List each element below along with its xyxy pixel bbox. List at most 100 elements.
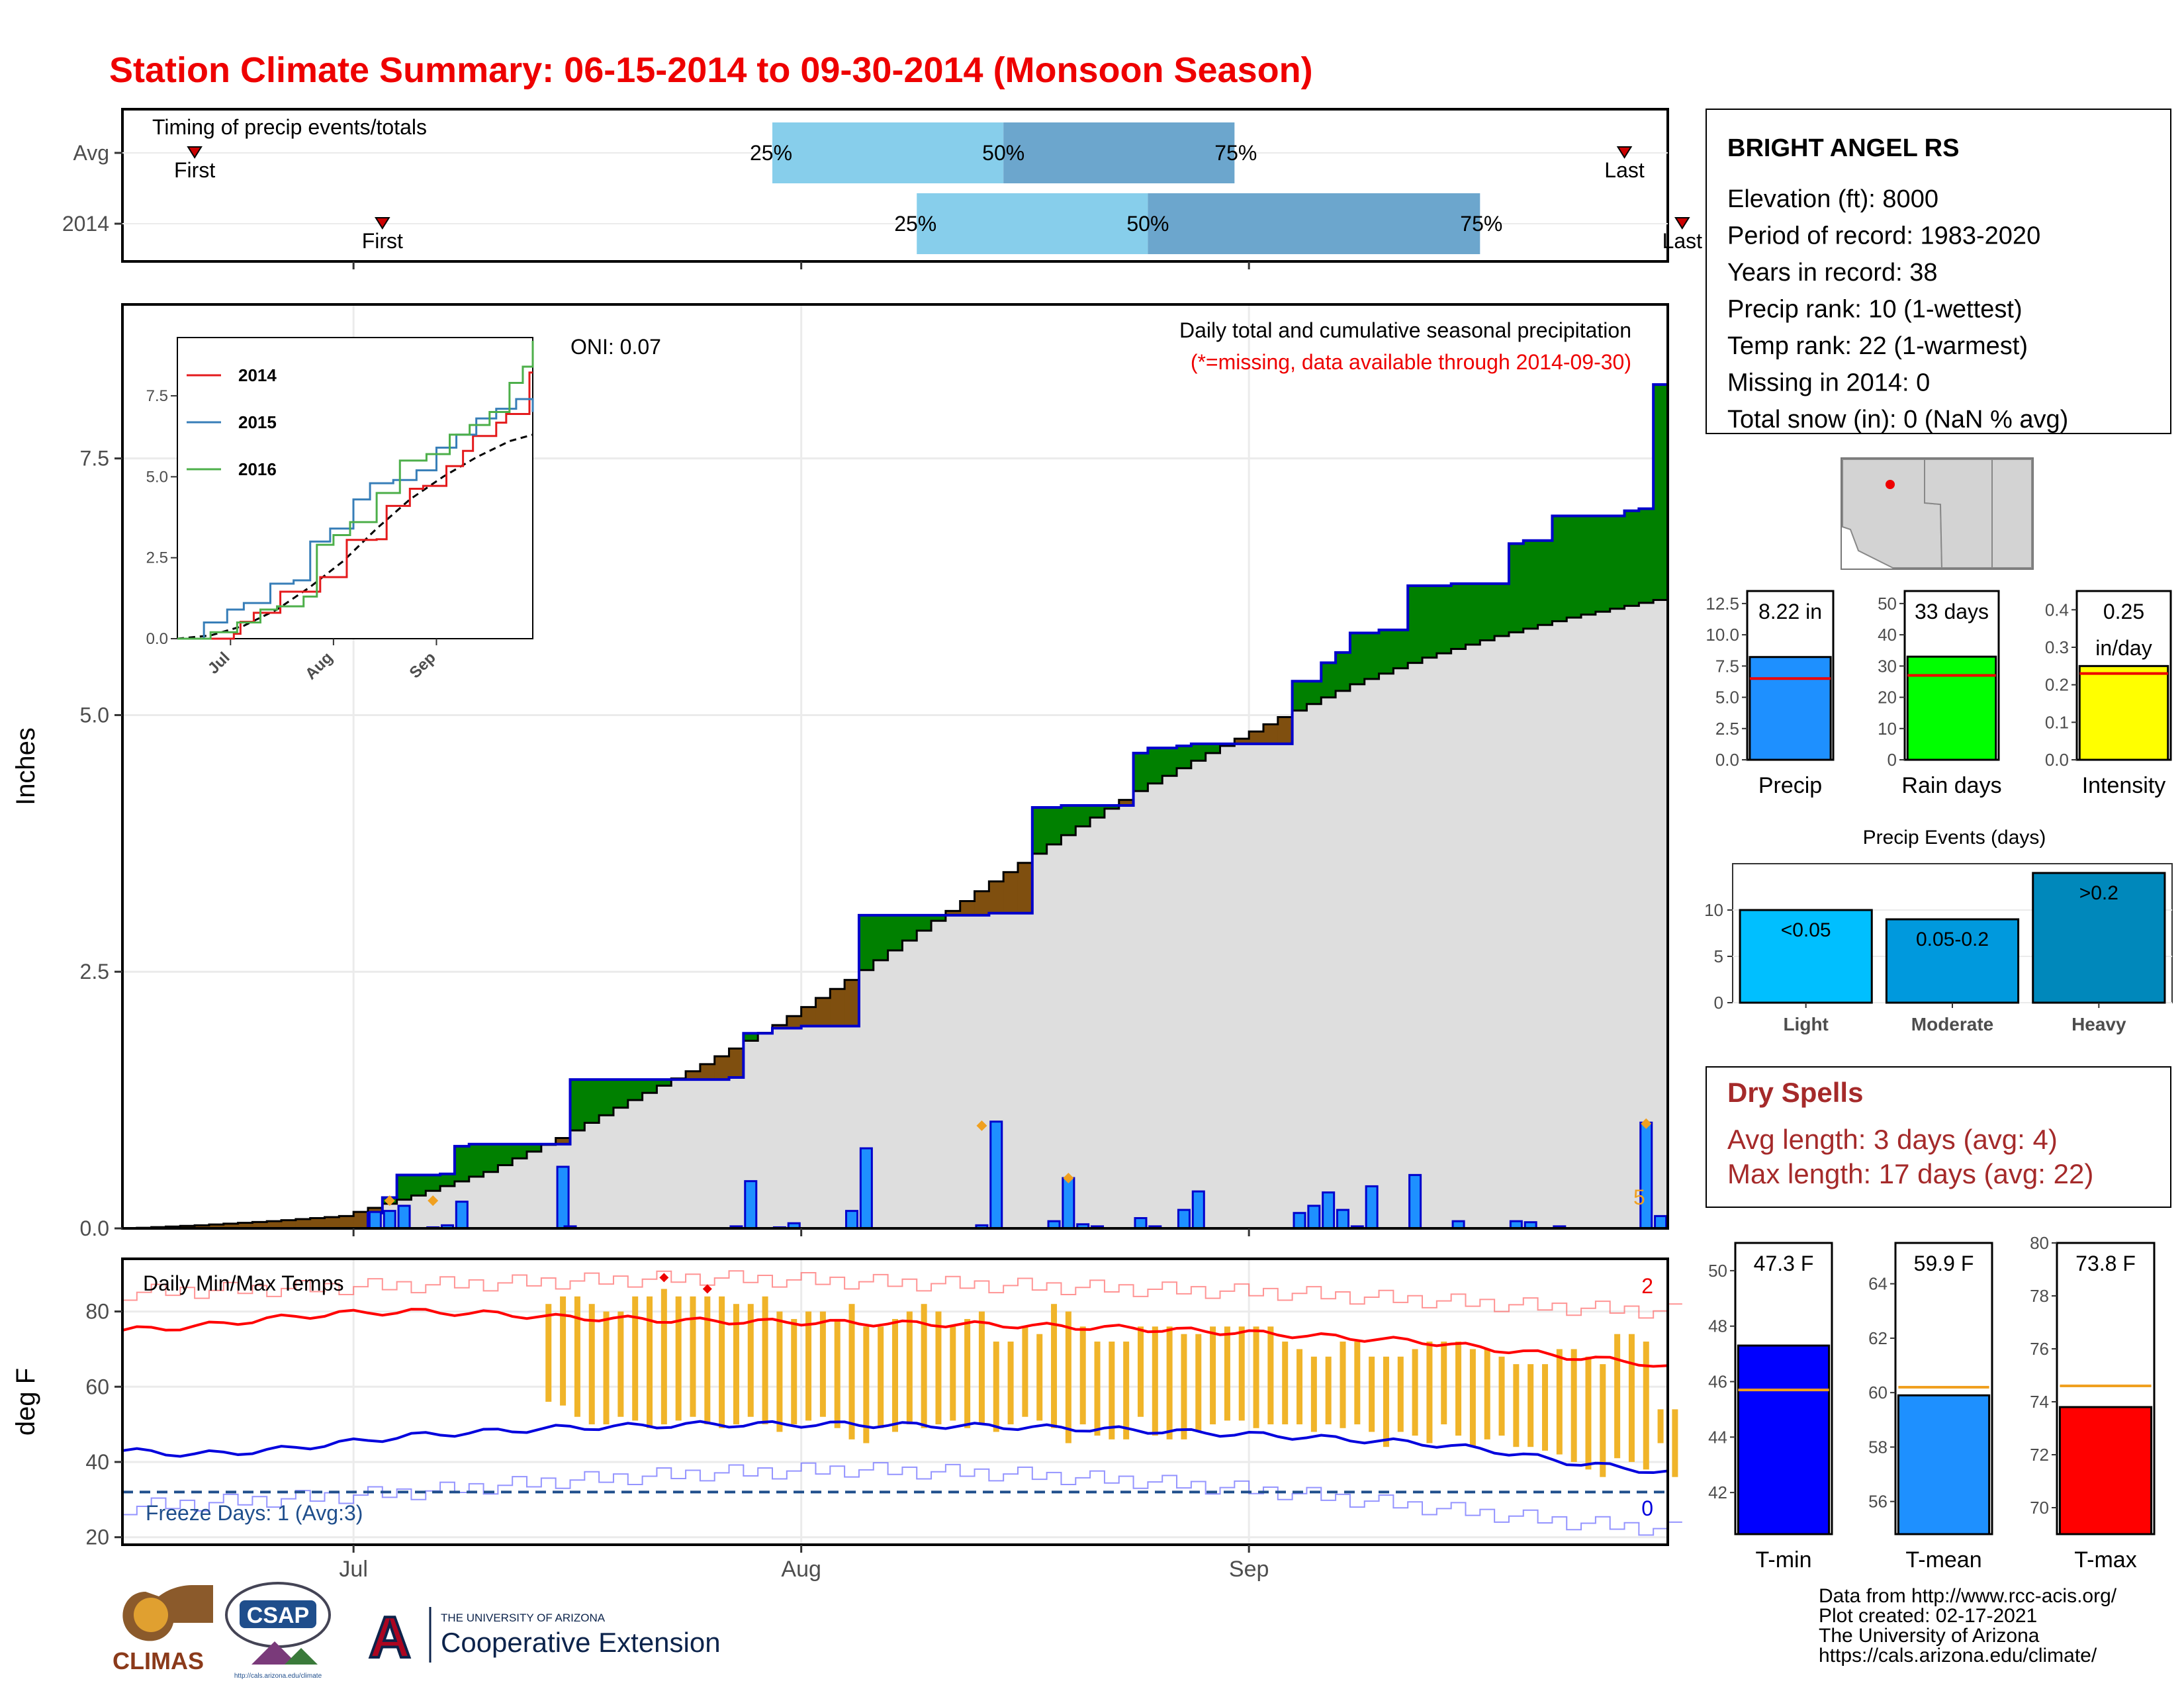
daily-temp-range-bar — [1267, 1326, 1274, 1425]
surplus-area — [1104, 805, 1120, 809]
surplus-area — [1075, 805, 1091, 827]
mini-chart-label: T-min — [1756, 1547, 1812, 1573]
mini-chart-label: Precip — [1758, 773, 1822, 798]
surplus-area — [1336, 652, 1351, 691]
dry-spells-avg: Avg length: 3 days (avg: 4) — [1727, 1124, 2058, 1155]
surplus-area — [1465, 583, 1480, 645]
corner-count: 5 — [1633, 1185, 1645, 1209]
timing-last-marker — [1674, 217, 1690, 230]
mini-ytick-label: 48 — [1708, 1316, 1727, 1336]
deficit-area — [815, 997, 831, 1027]
events-bar-label: <0.05 — [1781, 919, 1831, 941]
mini-ytick-label: 10 — [1878, 719, 1897, 739]
inset-avg-line — [177, 434, 533, 640]
record-high-line — [122, 1270, 1682, 1319]
daily-temp-range-bar — [617, 1311, 624, 1417]
daily-precip-bar — [1191, 1190, 1205, 1230]
events-bar-label: >0.2 — [2079, 882, 2118, 904]
daily-temp-range-bar — [805, 1311, 812, 1421]
temp-ylabel: deg F — [11, 1368, 40, 1436]
daily-temp-range-bar — [1628, 1334, 1635, 1462]
daily-temp-range-bar — [660, 1289, 667, 1425]
daily-temp-range-bar — [834, 1318, 841, 1428]
deficit-area — [945, 911, 961, 915]
daily-precip-bar — [1177, 1209, 1191, 1230]
station-name: BRIGHT ANGEL RS — [1727, 134, 1959, 162]
temp-xtick-label: Aug — [781, 1557, 821, 1582]
surplus-area — [1537, 540, 1553, 625]
events-bar — [2032, 872, 2166, 1004]
temp-ytick-label: 20 — [85, 1526, 109, 1549]
daily-temp-range-bar — [1585, 1356, 1592, 1470]
station-info-line: Missing in 2014: 0 — [1727, 369, 1930, 397]
deficit-area — [208, 1224, 224, 1228]
daily-temp-range-bar — [935, 1311, 942, 1425]
daily-precip-bar — [1134, 1216, 1148, 1230]
deficit-area — [729, 1048, 744, 1077]
timing-panel-label: Timing of precip events/totals — [152, 115, 427, 139]
surplus-area — [599, 1079, 614, 1116]
daily-temp-range-bar — [1282, 1342, 1289, 1425]
surplus-area — [1393, 629, 1408, 668]
mini-ytick-label: 62 — [1868, 1328, 1888, 1348]
daily-temp-range-bar — [1325, 1356, 1332, 1425]
events-ytick-label: 5 — [1714, 946, 1723, 966]
timing-first-marker — [374, 217, 390, 230]
temp-ytick-label: 60 — [85, 1375, 109, 1398]
daily-temp-range-bar — [1426, 1342, 1433, 1443]
timing-iqr-high-bar — [1003, 122, 1235, 183]
deficit-area — [1234, 739, 1250, 744]
mini-chart-label: T-mean — [1905, 1547, 1981, 1573]
footer-line-1: Data from http://www.rcc-acis.org/ — [1819, 1585, 2117, 1607]
deficit-area — [714, 1056, 730, 1080]
daily-temp-range-bar — [1065, 1311, 1071, 1443]
tmean-bar-chart: 56 58 60 62 64 59.9 F T-mean — [1868, 1242, 1993, 1573]
mini-ytick-label: 12.5 — [1706, 594, 1739, 614]
timing-iqr-low-bar — [772, 122, 1004, 183]
deficit-area — [686, 1071, 701, 1080]
daily-temp-range-bar — [1383, 1356, 1389, 1447]
timing-first-label: First — [362, 229, 403, 253]
surplus-area — [1451, 583, 1467, 649]
mini-ytick-label: 0.0 — [2045, 750, 2069, 770]
deficit-area — [960, 901, 976, 915]
surplus-area — [902, 915, 917, 941]
mini-ytick-label: 60 — [1868, 1383, 1888, 1402]
timing-panel: Timing of precip events/totals 25% 50% 75%… — [62, 108, 1702, 269]
daily-temp-range-bar — [588, 1304, 595, 1425]
daily-temp-range-bar — [1253, 1326, 1259, 1428]
surplus-area — [527, 1144, 542, 1152]
mini-ytick-label: 44 — [1708, 1427, 1727, 1447]
surplus-area — [1581, 516, 1596, 615]
temp-ytick-label: 80 — [85, 1300, 109, 1324]
surplus-area — [1148, 748, 1163, 784]
dry-spells-max: Max length: 17 days (avg: 22) — [1727, 1158, 2093, 1189]
daily-precip-bar — [845, 1210, 859, 1230]
surplus-area — [1046, 807, 1062, 845]
precip-ytick-label: 7.5 — [80, 447, 109, 471]
precip-chart: 0.0 2.5 5.0 7.5 Inches Daily total and cumu… — [11, 303, 1669, 1240]
deficit-area — [310, 1218, 326, 1228]
surplus-area — [1162, 748, 1177, 776]
daily-temp-range-bar — [1570, 1349, 1577, 1462]
surplus-area — [743, 1033, 758, 1041]
surplus-area — [1292, 681, 1308, 711]
intensity-bar-chart: 0.0 0.1 0.2 0.3 0.4 0.25 in/day Intensity — [2045, 590, 2172, 798]
station-info-line: Years in record: 38 — [1727, 259, 1938, 287]
timing-p75-label: 75% — [1214, 141, 1257, 165]
daily-temp-range-bar — [1210, 1326, 1216, 1425]
daily-temp-range-bar — [1109, 1342, 1115, 1440]
deficit-area — [295, 1219, 311, 1228]
deficit-area — [267, 1221, 282, 1228]
daily-temp-range-bar — [545, 1304, 552, 1402]
surplus-area — [1508, 543, 1524, 633]
oni-label: ONI: 0.07 — [570, 335, 661, 359]
daily-temp-range-bar — [574, 1296, 580, 1417]
daily-temp-range-bar — [1297, 1349, 1303, 1425]
daily-temp-range-bar — [863, 1326, 870, 1443]
daily-temp-range-bar — [1340, 1342, 1346, 1428]
inset-ytick-label: 5.0 — [146, 468, 168, 486]
daily-precip-bar — [1654, 1214, 1668, 1230]
mini-ytick-label: 0.0 — [1715, 750, 1739, 770]
deficit-area — [801, 1007, 817, 1027]
